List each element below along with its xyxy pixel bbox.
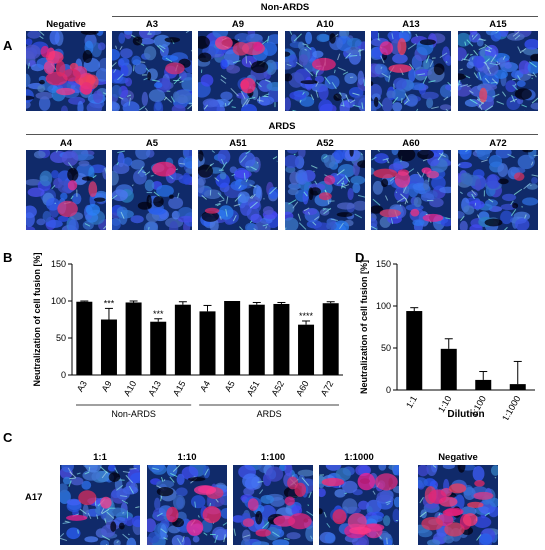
- micrograph-a13: [371, 31, 451, 111]
- bar-A15: [174, 304, 191, 375]
- category-label-1:1000: 1:1000: [500, 394, 522, 420]
- micrograph-a51: [198, 150, 278, 230]
- micrograph-c-4: [418, 465, 498, 545]
- micrograph-c-0: [60, 465, 140, 545]
- image-label-c-2: 1:100: [260, 452, 286, 463]
- bar-1:10: [440, 348, 457, 390]
- category-label-A15: A15: [171, 379, 188, 398]
- micrograph-negative: [26, 31, 106, 111]
- image-label-a51: A51: [229, 138, 247, 149]
- y-tick-label: 50: [381, 343, 391, 353]
- y-tick-label: 0: [61, 370, 66, 380]
- image-label-a4: A4: [59, 138, 73, 149]
- significance-label: ****: [299, 311, 314, 321]
- bar-A72: [322, 303, 339, 375]
- x-axis-label: Dilution: [447, 409, 484, 420]
- category-label-A5: A5: [223, 379, 237, 394]
- micrograph-c-2: [233, 465, 313, 545]
- bar-A10: [125, 302, 142, 375]
- image-label-a3: A3: [145, 19, 159, 30]
- panel-letter-b: B: [3, 250, 13, 265]
- significance-label: ***: [153, 309, 164, 319]
- bar-A9: [100, 319, 117, 375]
- image-label-a10: A10: [316, 19, 334, 30]
- y-tick-label: 100: [376, 301, 391, 311]
- image-label-negative: Negative: [46, 19, 86, 30]
- image-label-a13: A13: [402, 19, 420, 30]
- micrograph-a3: [112, 31, 192, 111]
- y-axis-label: Neutralization of cell fusion [%]: [32, 252, 42, 386]
- panel-letter-d: D: [355, 250, 365, 265]
- panel-c-row-label: A17: [25, 492, 43, 503]
- panel-letter-c: C: [3, 430, 13, 445]
- group-label: ARDS: [257, 409, 282, 419]
- bar-A3: [76, 301, 93, 375]
- image-label-a5: A5: [145, 138, 159, 149]
- group-line-non-ards: [112, 16, 538, 17]
- y-tick-label: 150: [376, 259, 391, 269]
- bar-A52: [273, 303, 290, 375]
- group-title-non-ards: Non-ARDS: [260, 2, 310, 13]
- significance-label: ***: [104, 298, 115, 308]
- image-label-a60: A60: [402, 138, 420, 149]
- group-title-ards: ARDS: [268, 121, 296, 132]
- category-label-A9: A9: [100, 379, 114, 394]
- bar-1:1000: [509, 384, 526, 390]
- bar-A51: [248, 304, 265, 375]
- category-label-A52: A52: [269, 379, 286, 398]
- image-label-a9: A9: [231, 19, 245, 30]
- micrograph-a72: [458, 150, 538, 230]
- bar-A13: [150, 321, 167, 375]
- micrograph-c-1: [147, 465, 227, 545]
- bar-1:1: [406, 311, 423, 390]
- y-tick-label: 0: [386, 385, 391, 395]
- image-label-a15: A15: [489, 19, 507, 30]
- category-label-A4: A4: [198, 379, 212, 394]
- image-label-c-3: 1:1000: [344, 452, 374, 463]
- y-tick-label: 150: [51, 259, 66, 269]
- category-label-1:1: 1:1: [404, 394, 419, 410]
- category-label-A60: A60: [294, 379, 311, 398]
- y-tick-label: 100: [51, 296, 66, 306]
- image-label-c-0: 1:1: [93, 452, 107, 463]
- image-label-a72: A72: [489, 138, 507, 149]
- category-label-A72: A72: [319, 379, 336, 398]
- micrograph-a15: [458, 31, 538, 111]
- bar-1:100: [475, 379, 492, 390]
- micrograph-a60: [371, 150, 451, 230]
- image-label-c-4: Negative: [438, 452, 478, 463]
- image-label-a52: A52: [316, 138, 334, 149]
- micrograph-a4: [26, 150, 106, 230]
- y-tick-label: 50: [56, 333, 66, 343]
- group-line-ards: [26, 134, 538, 135]
- chart-d: 0 50 100 150 Neutralization of cell fusion […: [359, 259, 535, 420]
- panel-letter-a: A: [3, 38, 13, 53]
- image-label-c-1: 1:10: [177, 452, 197, 463]
- category-label-A10: A10: [122, 379, 139, 398]
- bar-A60: [298, 324, 315, 375]
- micrograph-c-3: [319, 465, 399, 545]
- category-label-A3: A3: [75, 379, 89, 394]
- bar-A5: [224, 301, 241, 375]
- category-label-A51: A51: [245, 379, 262, 398]
- chart-b: 0 50 100 150 Neutralization of cell fusion […: [32, 252, 343, 419]
- micrograph-a5: [112, 150, 192, 230]
- micrograph-a10: [285, 31, 365, 111]
- micrograph-a9: [198, 31, 278, 111]
- category-label-A13: A13: [146, 379, 163, 398]
- micrograph-a52: [285, 150, 365, 230]
- y-axis-label: Neutralization of cell fusion [%]: [359, 260, 369, 394]
- group-label: Non-ARDS: [111, 409, 156, 419]
- bar-A4: [199, 311, 216, 375]
